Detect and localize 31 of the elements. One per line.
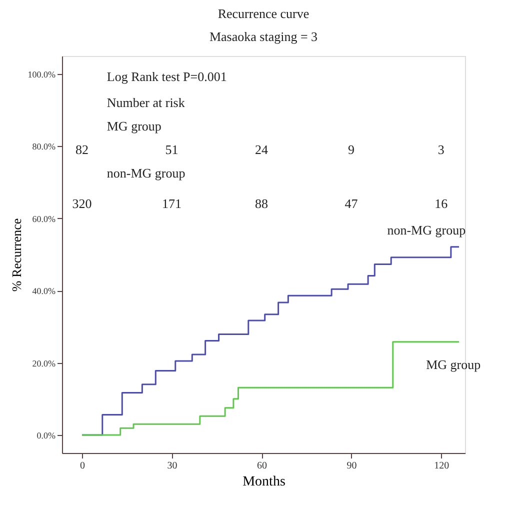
y-tick-label: 80.0% bbox=[32, 142, 56, 152]
y-tick-label: 60.0% bbox=[32, 214, 56, 224]
y-tick-label: 20.0% bbox=[32, 358, 56, 368]
x-tick-label: 0 bbox=[80, 460, 86, 472]
annotation: 16 bbox=[434, 196, 448, 211]
annotation: 24 bbox=[255, 142, 269, 157]
x-tick-label: 60 bbox=[257, 460, 268, 472]
y-tick-label: 40.0% bbox=[32, 286, 56, 296]
y-axis-title: % Recurrence bbox=[8, 218, 24, 292]
y-tick-label: 100.0% bbox=[28, 70, 56, 80]
x-tick-label: 90 bbox=[346, 460, 357, 472]
annotation: Number at risk bbox=[106, 94, 186, 110]
annotation: 3 bbox=[438, 142, 444, 157]
annotation: 88 bbox=[255, 196, 268, 211]
series-label: MG group bbox=[426, 356, 481, 372]
chart-title: Recurrence curve bbox=[218, 6, 310, 21]
annotation: MG group bbox=[106, 118, 162, 134]
annotation: 47 bbox=[344, 196, 358, 211]
series-label: non-MG group bbox=[387, 222, 466, 238]
annotation: non-MG group bbox=[106, 165, 186, 180]
chart-subtitle: Masaoka staging = 3 bbox=[209, 29, 318, 44]
annotation: 171 bbox=[162, 196, 182, 211]
x-axis-title: Months bbox=[242, 474, 286, 490]
annotation: 51 bbox=[165, 142, 178, 157]
annotation: 9 bbox=[348, 142, 355, 157]
y-tick-label: 0.0% bbox=[36, 430, 56, 440]
annotation: 320 bbox=[72, 196, 92, 211]
x-tick-label: 30 bbox=[167, 460, 178, 472]
annotation: 82 bbox=[76, 142, 89, 157]
x-tick-label: 120 bbox=[434, 460, 450, 472]
annotation: Log Rank test P=0.001 bbox=[106, 68, 227, 84]
